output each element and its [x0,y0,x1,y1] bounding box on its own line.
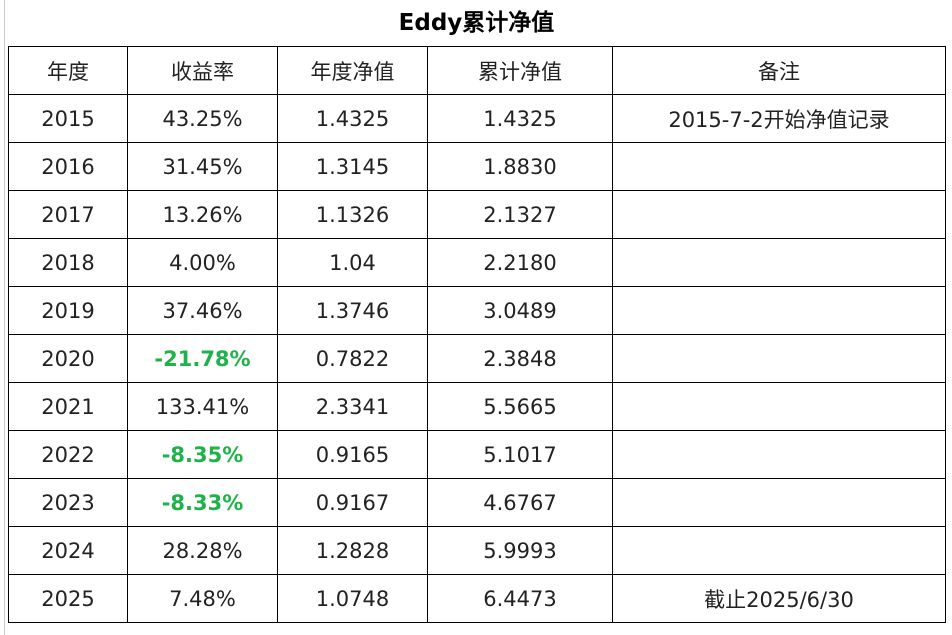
cell: 4.6767 [427,478,613,527]
empty-cell [612,286,946,335]
cell: 2025 [8,574,128,623]
cell: 7.48% [127,574,278,623]
cell: 2017 [8,190,128,239]
table-title: Eddy累计净值 [398,10,555,36]
cell: 5.5665 [427,382,613,431]
cell: 1.2828 [277,526,428,575]
data-row: 2017 13.26% 1.1326 2.1327 [8,190,946,239]
header-row: 年度 收益率 年度净值 累计净值 备注 [8,46,946,95]
data-row: 2023 -8.33% 0.9167 4.6767 [8,478,946,527]
empty-cell [612,334,946,383]
cell: 2.2180 [427,238,613,287]
header-cell: 累计净值 [427,46,613,95]
cell: 2023 [8,478,128,527]
empty-cell [612,238,946,287]
header-cell: 收益率 [127,46,278,95]
cell: 2022 [8,430,128,479]
cell: 2.3341 [277,382,428,431]
cell: 2016 [8,142,128,191]
data-row: 2019 37.46% 1.3746 3.0489 [8,286,946,335]
header-cell: 年度净值 [277,46,428,95]
cell: 13.26% [127,190,278,239]
cell: 2018 [8,238,128,287]
data-row: 2024 28.28% 1.2828 5.9993 [8,526,946,575]
cell: 2020 [8,334,128,383]
empty-cell [612,430,946,479]
cell: 2019 [8,286,128,335]
empty-cell [612,142,946,191]
cell: 37.46% [127,286,278,335]
cell: 截止2025/6/30 [612,574,946,623]
cell: 1.8830 [427,142,613,191]
cell: 2024 [8,526,128,575]
empty-cell [612,382,946,431]
header-cell: 年度 [8,46,128,95]
cell: 6.4473 [427,574,613,623]
data-row: 2015 43.25% 1.4325 1.4325 2015-7-2开始净值记录 [8,94,946,143]
cell: -8.35% [127,430,278,479]
cell: 0.9165 [277,430,428,479]
cell: 5.1017 [427,430,613,479]
cell: 4.00% [127,238,278,287]
cell: 1.0748 [277,574,428,623]
empty-cell [612,478,946,527]
cell: 2.3848 [427,334,613,383]
cell: 2015 [8,94,128,143]
cell: 28.28% [127,526,278,575]
empty-cell [612,526,946,575]
cell: 43.25% [127,94,278,143]
cell: 1.1326 [277,190,428,239]
sheet-gridline [4,0,5,635]
cell: 2.1327 [427,190,613,239]
data-row: 2020 -21.78% 0.7822 2.3848 [8,334,946,383]
cell: 0.7822 [277,334,428,383]
cell: 5.9993 [427,526,613,575]
data-row: 2025 7.48% 1.0748 6.4473 截止2025/6/30 [8,574,946,623]
empty-cell [612,190,946,239]
data-row: 2018 4.00% 1.04 2.2180 [8,238,946,287]
cell: 3.0489 [427,286,613,335]
cell: 2015-7-2开始净值记录 [612,94,946,143]
nav-table: 年度 收益率 年度净值 累计净值 备注 2015 43.25% 1.4325 1.4325 201… [8,46,946,623]
cell: 1.3145 [277,142,428,191]
cell: 1.4325 [277,94,428,143]
cell: 1.3746 [277,286,428,335]
cell: 133.41% [127,382,278,431]
header-cell: 备注 [612,46,946,95]
data-row: 2016 31.45% 1.3145 1.8830 [8,142,946,191]
cell: 31.45% [127,142,278,191]
cell: -8.33% [127,478,278,527]
data-row: 2021 133.41% 2.3341 5.5665 [8,382,946,431]
cell: -21.78% [127,334,278,383]
cell: 1.04 [277,238,428,287]
cell: 1.4325 [427,94,613,143]
cell: 2021 [8,382,128,431]
data-row: 2022 -8.35% 0.9165 5.1017 [8,430,946,479]
cell: 0.9167 [277,478,428,527]
